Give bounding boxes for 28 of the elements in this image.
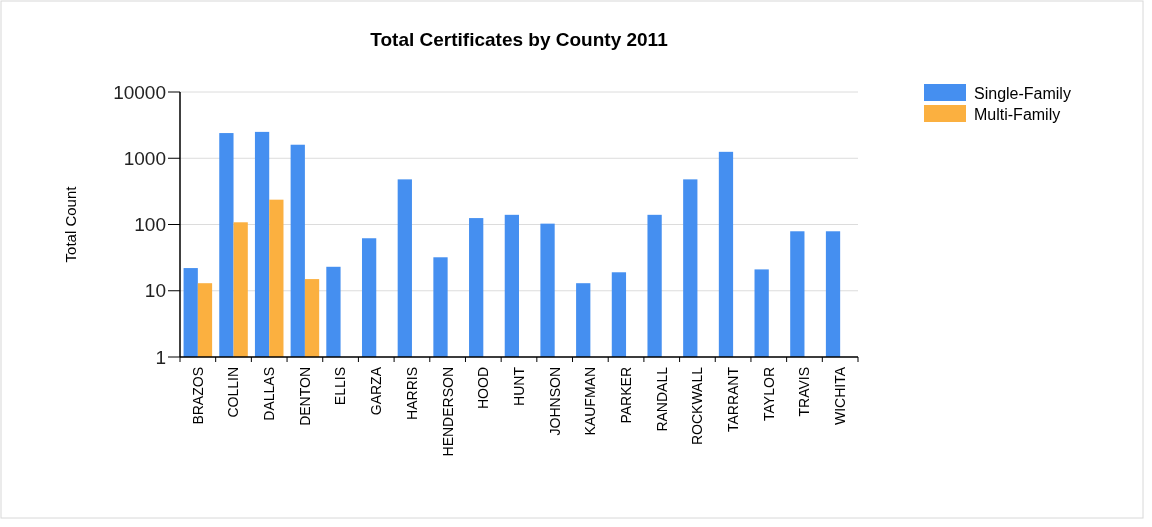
x-tick-label: ROCKWALL [689, 366, 706, 446]
x-tick-label: PARKER [617, 367, 634, 424]
x-tick-label: TARRANT [725, 366, 742, 433]
x-tick-label: JOHNSON [546, 367, 563, 436]
x-tick-label: TRAVIS [796, 367, 813, 417]
x-tick-label: ELLIS [332, 367, 349, 406]
y-tick-label: 1 [155, 346, 166, 368]
x-tick-label: WICHITA [832, 366, 849, 426]
x-tick-label: TAYLOR [760, 367, 777, 421]
x-tick-label: DENTON [296, 367, 313, 426]
legend-label: Multi-Family [974, 105, 1061, 123]
y-axis-title: Total Count [62, 185, 79, 263]
x-tick-label: COLLIN [225, 367, 242, 418]
x-tick-label: HOOD [475, 367, 492, 409]
chart-title: Total Certificates by County 2011 [370, 29, 669, 50]
y-tick-label: 10000 [113, 81, 166, 103]
y-tick-label: 10 [144, 280, 166, 302]
x-tick-label: HARRIS [403, 367, 420, 420]
x-tick-label: DALLAS [261, 367, 278, 421]
legend-label: Single-Family [974, 84, 1071, 102]
y-tick-label: 1000 [123, 147, 166, 169]
x-tick-label: GARZA [368, 366, 385, 416]
x-tick-label: BRAZOS [189, 367, 206, 425]
x-tick-label: KAUFMAN [582, 367, 599, 436]
x-tick-label: HUNT [510, 366, 527, 406]
x-tick-label: HENDERSON [439, 367, 456, 457]
y-tick-label: 100 [134, 214, 166, 236]
x-tick-label: RANDALL [653, 366, 670, 432]
